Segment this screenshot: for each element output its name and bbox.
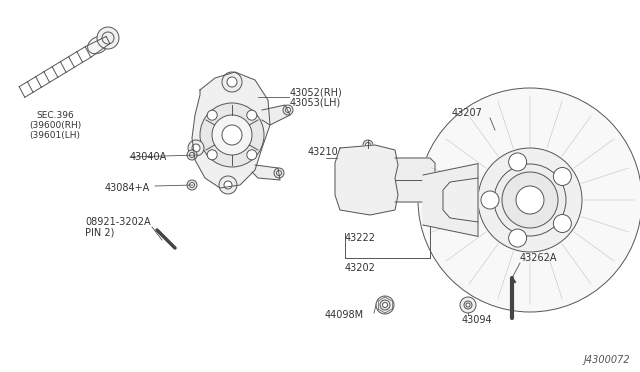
Circle shape: [509, 153, 527, 171]
Circle shape: [207, 150, 217, 160]
Polygon shape: [335, 145, 398, 215]
Circle shape: [509, 229, 527, 247]
Circle shape: [554, 167, 572, 186]
Circle shape: [222, 72, 242, 92]
Circle shape: [464, 301, 472, 309]
Text: (39600(RH): (39600(RH): [29, 121, 81, 129]
Polygon shape: [262, 105, 290, 125]
Circle shape: [227, 77, 237, 87]
Circle shape: [502, 172, 558, 228]
Text: 43040A: 43040A: [130, 152, 167, 162]
Text: 08921-3202A: 08921-3202A: [85, 217, 150, 227]
Circle shape: [224, 181, 232, 189]
Polygon shape: [192, 72, 270, 188]
Circle shape: [97, 27, 119, 49]
Circle shape: [356, 162, 364, 170]
Text: SEC.396: SEC.396: [36, 110, 74, 119]
Circle shape: [516, 186, 544, 214]
Circle shape: [408, 158, 452, 202]
Circle shape: [189, 153, 195, 157]
Circle shape: [200, 103, 264, 167]
Circle shape: [283, 105, 293, 115]
Circle shape: [460, 297, 476, 313]
Circle shape: [554, 215, 572, 232]
Circle shape: [187, 180, 197, 190]
Circle shape: [348, 160, 388, 200]
Text: 43094: 43094: [462, 315, 493, 325]
Circle shape: [378, 184, 386, 192]
Circle shape: [356, 168, 380, 192]
Text: 44098M: 44098M: [325, 310, 364, 320]
Circle shape: [362, 174, 374, 186]
Text: 43262A: 43262A: [520, 253, 557, 263]
Circle shape: [189, 183, 195, 187]
Circle shape: [383, 302, 387, 308]
Circle shape: [219, 176, 237, 194]
Ellipse shape: [88, 36, 108, 54]
Circle shape: [276, 170, 282, 176]
Text: 43084+A: 43084+A: [105, 183, 150, 193]
Circle shape: [192, 144, 200, 152]
Text: 43222: 43222: [345, 233, 376, 243]
Text: (39601(LH): (39601(LH): [29, 131, 81, 140]
Circle shape: [363, 140, 373, 150]
Text: 43210: 43210: [308, 147, 339, 157]
Circle shape: [212, 115, 252, 155]
Circle shape: [374, 164, 382, 172]
Circle shape: [494, 164, 566, 236]
Polygon shape: [423, 164, 478, 236]
Circle shape: [285, 108, 291, 112]
Polygon shape: [443, 178, 478, 222]
Circle shape: [188, 140, 204, 156]
Circle shape: [466, 303, 470, 307]
Circle shape: [365, 142, 371, 148]
Circle shape: [481, 191, 499, 209]
Circle shape: [247, 150, 257, 160]
Circle shape: [356, 190, 364, 198]
Circle shape: [380, 300, 390, 310]
Circle shape: [187, 150, 197, 160]
Text: 43052(RH): 43052(RH): [290, 87, 343, 97]
Text: 43202: 43202: [345, 263, 376, 273]
Circle shape: [207, 110, 217, 120]
Circle shape: [478, 148, 582, 252]
Text: J4300072: J4300072: [584, 355, 630, 365]
Polygon shape: [395, 158, 435, 202]
Text: 43053(LH): 43053(LH): [290, 97, 341, 107]
Text: PIN 2): PIN 2): [85, 227, 115, 237]
Polygon shape: [252, 165, 280, 180]
Circle shape: [222, 125, 242, 145]
Circle shape: [418, 88, 640, 312]
Circle shape: [423, 173, 437, 187]
Circle shape: [416, 166, 444, 194]
Circle shape: [376, 296, 394, 314]
Text: 43207: 43207: [452, 108, 483, 118]
Circle shape: [274, 168, 284, 178]
Circle shape: [247, 110, 257, 120]
